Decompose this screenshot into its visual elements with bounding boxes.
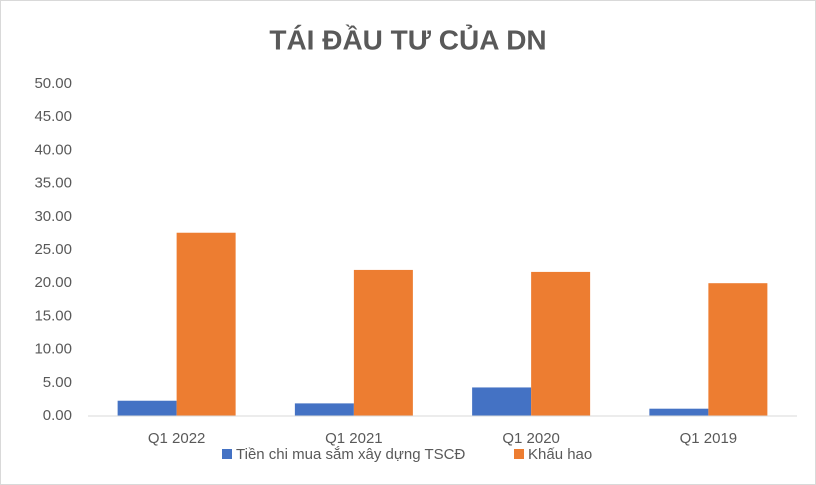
y-tick-label: 0.00 [43, 407, 72, 424]
bar [531, 271, 591, 416]
bar [294, 403, 354, 416]
y-tick-label: 30.00 [34, 208, 72, 225]
y-tick-label: 25.00 [34, 241, 72, 258]
y-tick-label: 15.00 [34, 307, 72, 324]
x-tick-label: Q1 2022 [148, 430, 206, 447]
x-tick-label: Q1 2019 [680, 430, 738, 447]
y-tick-label: 10.00 [34, 341, 72, 358]
y-tick-label: 40.00 [34, 141, 72, 158]
legend-swatch [222, 449, 232, 459]
legend-swatch [514, 449, 524, 459]
y-tick-label: 5.00 [43, 374, 72, 391]
y-tick-label: 50.00 [34, 75, 72, 92]
bar [117, 400, 177, 416]
x-tick-label: Q1 2021 [325, 430, 383, 447]
bar [649, 408, 709, 416]
legend-label: Tiền chi mua sắm xây dựng TSCĐ [236, 446, 465, 463]
legend-label: Khấu hao [528, 446, 592, 463]
y-tick-label: 20.00 [34, 274, 72, 291]
y-tick-label: 45.00 [34, 108, 72, 125]
bar [472, 387, 532, 416]
x-tick-label: Q1 2020 [502, 430, 560, 447]
bar [176, 232, 236, 416]
chart-title: TÁI ĐẦU TƯ CỦA DN [269, 23, 546, 55]
y-tick-label: 35.00 [34, 175, 72, 192]
bar [708, 283, 768, 416]
bar [353, 269, 413, 416]
